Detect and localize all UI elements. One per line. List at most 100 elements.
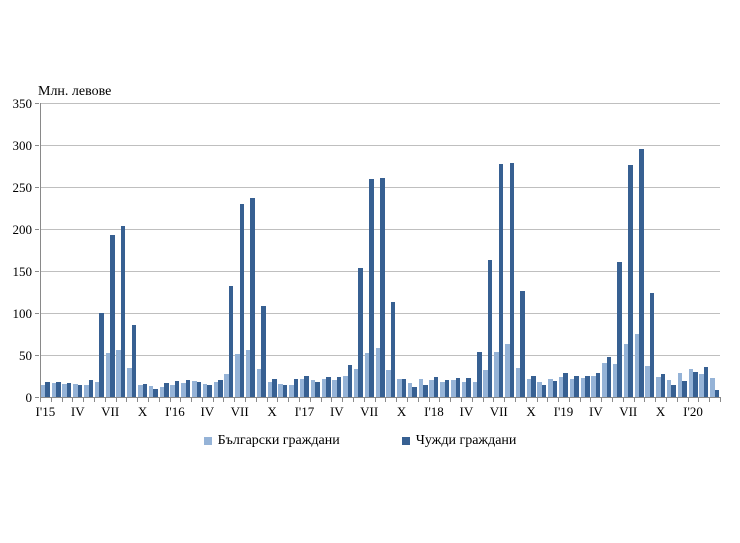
x-axis-tick-label: X (655, 404, 666, 419)
legend-swatch-icon (203, 437, 212, 445)
x-axis-tick-label: I'18 (424, 404, 444, 419)
bar (347, 365, 353, 397)
bar (563, 373, 568, 397)
x-axis-tick (525, 398, 527, 402)
y-axis-tick (35, 271, 39, 272)
x-axis-tick-label: IV (459, 404, 474, 419)
x-axis-tick-label: I'16 (165, 404, 185, 419)
bar (397, 378, 402, 397)
bar (628, 165, 633, 397)
x-axis-tick-label: VII (489, 404, 508, 419)
bar (94, 381, 100, 397)
x-axis-tick-label: VII (619, 404, 638, 419)
bar (703, 366, 709, 397)
bar (116, 349, 121, 397)
x-axis-tick (266, 398, 268, 402)
x-axis-tick (201, 398, 203, 402)
bar (552, 381, 558, 397)
x-axis-tick-label: I'19 (553, 404, 574, 419)
x-axis-tick-label: VII (101, 404, 120, 419)
x-axis-tick (212, 398, 214, 402)
y-axis-tick-label: 150 (12, 264, 33, 279)
x-axis-tick (40, 398, 41, 402)
x-axis-tick (558, 398, 560, 402)
bar (142, 383, 148, 397)
bar (267, 381, 273, 397)
gridline (40, 103, 720, 104)
bar (202, 383, 208, 397)
legend-item: Чужди граждани (401, 433, 516, 449)
bar (364, 353, 370, 397)
bar (444, 380, 450, 397)
bar (293, 378, 299, 397)
x-axis-tick-label: IV (589, 404, 603, 419)
bar (429, 380, 434, 397)
bar (336, 376, 342, 397)
bar (710, 377, 715, 397)
bar (677, 372, 683, 397)
bar (332, 380, 337, 397)
x-axis-tick (504, 398, 506, 402)
bar (358, 267, 363, 397)
y-axis-tick-label: 50 (19, 348, 32, 363)
bar (649, 292, 655, 397)
bar (185, 380, 191, 397)
bar (40, 385, 46, 397)
bar (127, 367, 132, 397)
bar (461, 381, 467, 397)
x-axis-tick (450, 398, 452, 402)
bar (235, 354, 240, 397)
y-axis-tick-label: 100 (12, 306, 33, 321)
bar (688, 369, 694, 397)
bar (380, 177, 385, 397)
bar (541, 385, 547, 397)
bar (418, 378, 424, 397)
bar (433, 376, 439, 397)
y-axis-tick (35, 103, 39, 104)
bar (520, 291, 525, 397)
bar (105, 353, 111, 397)
x-axis-tick (158, 398, 160, 402)
bar (466, 377, 471, 397)
bar (310, 380, 316, 397)
bar (250, 197, 255, 397)
x-axis-tick-label: IV (329, 404, 344, 419)
x-axis-tick (180, 398, 182, 402)
x-axis-tick (309, 398, 311, 402)
bar (153, 388, 158, 397)
x-axis-tick (428, 398, 430, 402)
bar (120, 225, 126, 397)
bar (569, 378, 575, 397)
bar (326, 376, 331, 397)
bar (62, 384, 67, 397)
x-axis-tick (655, 398, 657, 402)
bar (401, 379, 407, 397)
bar (315, 381, 320, 397)
x-axis-tick-label: I'20 (683, 404, 703, 419)
bar (634, 334, 640, 397)
x-axis-tick (720, 398, 721, 402)
x-axis-tick (320, 398, 322, 402)
bar (343, 376, 348, 397)
bar (239, 203, 245, 397)
y-axis-line (40, 103, 41, 397)
x-axis-tick (299, 398, 301, 402)
x-axis-line (40, 397, 721, 398)
bar (612, 364, 618, 397)
bar (531, 376, 536, 397)
bar (451, 380, 456, 397)
y-axis-tick-label: 250 (12, 180, 33, 195)
x-axis-tick (353, 398, 355, 402)
bar (494, 352, 499, 397)
bar (45, 381, 50, 397)
bar (515, 368, 521, 397)
bar (207, 385, 212, 397)
bar (660, 374, 666, 397)
x-axis-tick (115, 398, 117, 402)
x-axis-tick (406, 398, 408, 402)
bar (181, 382, 186, 397)
x-axis-tick (439, 398, 441, 402)
x-axis-tick (255, 398, 257, 402)
x-axis-tick (363, 398, 365, 402)
x-axis-tick (223, 398, 225, 402)
